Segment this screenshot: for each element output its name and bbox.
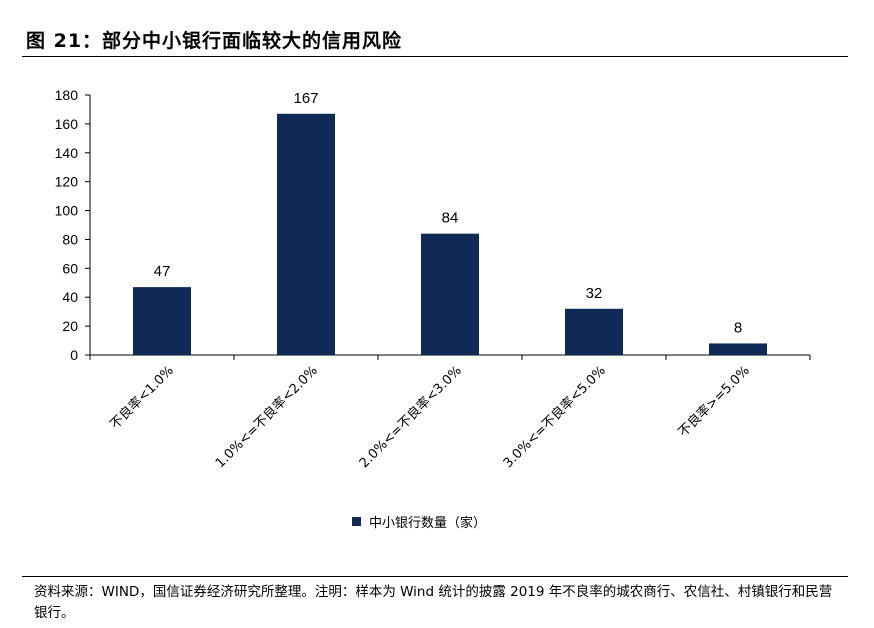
y-tick-label: 40 xyxy=(62,289,78,305)
data-label: 8 xyxy=(734,319,742,336)
x-tick-label: 1.0%<=不良率<2.0% xyxy=(212,363,321,472)
data-labels: 47 167 84 32 8 xyxy=(154,90,743,337)
x-axis-ticks: 不良率<1.0% 1.0%<=不良率<2.0% 2.0%<=不良率<3.0% 3.0%… xyxy=(89,355,811,472)
y-tick-label: 60 xyxy=(62,260,78,276)
data-label: 32 xyxy=(586,285,603,302)
y-tick-label: 140 xyxy=(55,145,79,161)
y-tick-label: 160 xyxy=(55,116,79,132)
y-tick-label: 100 xyxy=(55,203,79,219)
y-tick-label: 80 xyxy=(62,231,78,247)
data-label: 84 xyxy=(442,210,459,227)
x-tick-label: 不良率>=5.0% xyxy=(675,363,753,441)
y-axis-ticks: 0 20 40 60 80 100 120 140 160 180 xyxy=(55,87,90,363)
y-tick-label: 0 xyxy=(70,347,78,363)
figure-title: 图 21：部分中小银行面临较大的信用风险 xyxy=(26,30,403,52)
x-tick-label: 2.0%<=不良率<3.0% xyxy=(356,363,465,472)
bar-chart: 0 20 40 60 80 100 120 140 160 180 47 167 84 32 8 不良率<… xyxy=(55,87,811,472)
bar xyxy=(277,113,335,356)
bar xyxy=(133,287,191,355)
source-divider xyxy=(22,576,848,577)
x-tick-label: 不良率<1.0% xyxy=(107,363,177,433)
y-tick-label: 180 xyxy=(55,87,79,103)
bar xyxy=(421,233,479,355)
bar xyxy=(565,308,623,355)
legend-swatch xyxy=(352,517,361,526)
x-tick-label: 3.0%<=不良率<5.0% xyxy=(500,363,609,472)
y-tick-label: 120 xyxy=(55,174,79,190)
source-note: 资料来源：WIND，国信证券经济研究所整理。注明：样本为 Wind 统计的披露 … xyxy=(34,584,833,621)
data-label: 47 xyxy=(154,263,171,280)
data-label: 167 xyxy=(293,90,318,107)
bars xyxy=(133,113,767,356)
bar xyxy=(709,343,767,355)
legend: 中小银行数量（家） xyxy=(352,512,486,531)
y-tick-label: 20 xyxy=(62,318,78,334)
title-divider xyxy=(22,56,848,57)
legend-label: 中小银行数量（家） xyxy=(369,516,487,531)
